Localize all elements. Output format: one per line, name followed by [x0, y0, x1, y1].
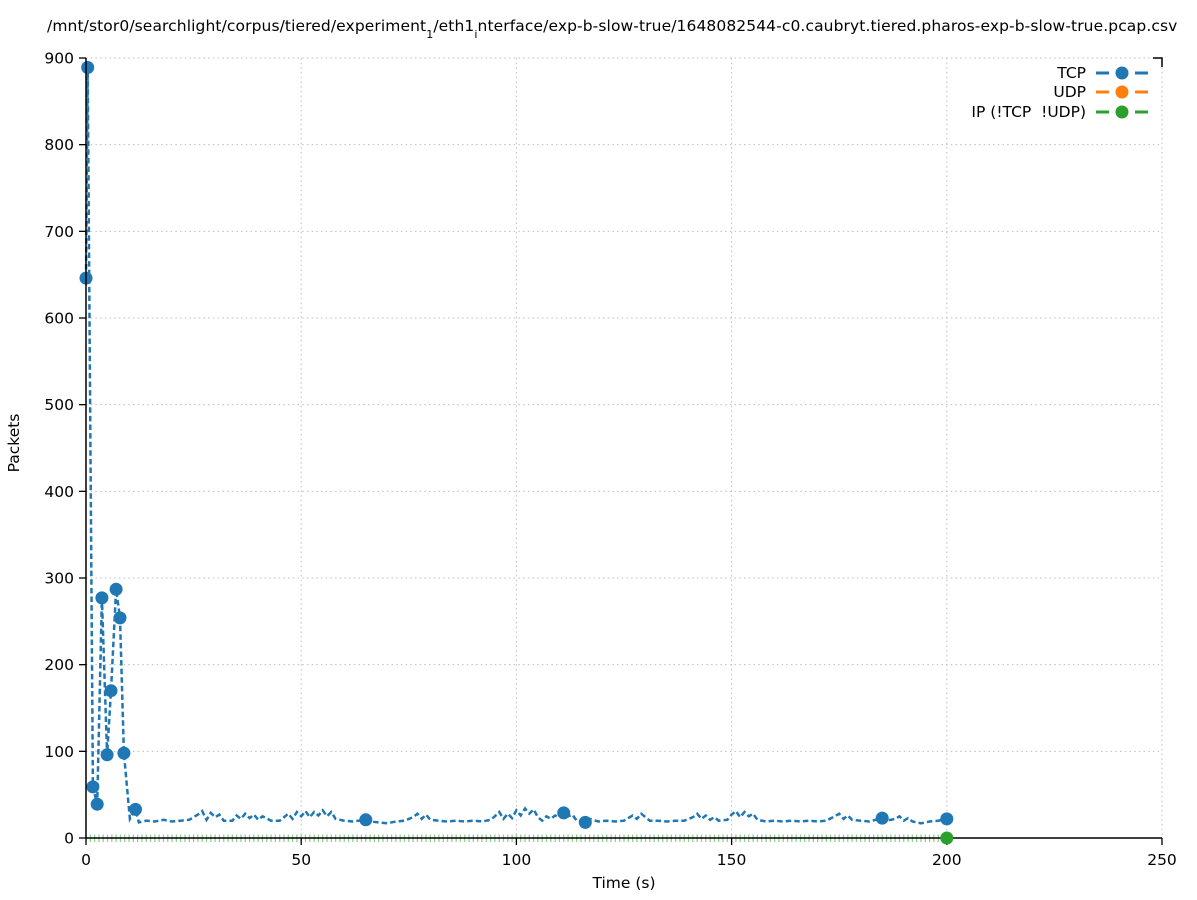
tcp-series-line: [84, 67, 948, 825]
tcp-point: [557, 806, 571, 820]
y-tick-label: 800: [44, 136, 74, 154]
border-corner-mark: [1153, 57, 1163, 67]
tcp-point: [113, 611, 127, 625]
x-tick-label: 100: [502, 851, 532, 869]
tcp-point: [109, 582, 123, 596]
legend-label-tcp: TCP: [1057, 63, 1086, 82]
tcp-point: [81, 61, 95, 74]
tcp-point: [875, 811, 889, 825]
tcp-point: [129, 802, 142, 816]
y-tick-label: 400: [44, 483, 74, 501]
y-tick-label: 100: [44, 743, 74, 761]
x-tick-label: 150: [717, 851, 747, 869]
title-subscript: i: [474, 28, 478, 42]
tcp-point: [100, 748, 114, 762]
legend-item-ip-other: IP (!TCP !UDP): [971, 102, 1148, 122]
title-text: /mnt/stor0/searchlight/corpus/tiered/exp…: [47, 17, 427, 35]
y-tick-label: 0: [64, 830, 74, 848]
tcp-point: [86, 780, 100, 794]
chart-title: /mnt/stor0/searchlight/corpus/tiered/exp…: [47, 17, 1178, 40]
legend-label-ip-other: IP (!TCP !UDP): [971, 102, 1086, 121]
tcp-point: [117, 746, 131, 760]
x-axis-label: Time (s): [592, 874, 656, 892]
tcp-point: [359, 813, 373, 827]
tcp-point: [95, 591, 109, 605]
y-tick-label: 600: [44, 310, 74, 328]
title-text: /eth1: [433, 17, 475, 35]
legend-label-udp: UDP: [1053, 83, 1086, 102]
y-tick-label: 500: [44, 396, 74, 414]
y-tick-label: 900: [44, 50, 74, 68]
x-tick-label: 50: [291, 851, 311, 869]
y-tick-label: 700: [44, 223, 74, 241]
tcp-point: [940, 812, 954, 826]
ip-point: [940, 831, 954, 845]
x-tick-label: 200: [932, 851, 962, 869]
x-tick-label: 0: [81, 851, 91, 869]
tcp-point: [90, 797, 104, 811]
legend-sample-tcp: [1096, 66, 1148, 80]
y-tick-label: 300: [44, 570, 74, 588]
legend: TCP UDP IP (!TCP !UDP): [971, 63, 1148, 122]
tcp-point: [104, 684, 118, 698]
legend-item-tcp: TCP: [971, 63, 1148, 83]
y-axis-label: Packets: [5, 413, 23, 473]
tcp-point: [578, 815, 592, 829]
title-subscript: 1: [426, 28, 434, 42]
legend-sample-ip-other: [1096, 105, 1148, 119]
x-tick-label: 250: [1147, 851, 1177, 869]
y-tick-label: 200: [44, 656, 74, 674]
legend-item-udp: UDP: [971, 83, 1148, 103]
legend-sample-udp: [1096, 85, 1148, 99]
title-text: nterface/exp-b-slow-true/1648082544-c0.c…: [477, 17, 1178, 35]
tcp-series-points: [79, 61, 954, 829]
